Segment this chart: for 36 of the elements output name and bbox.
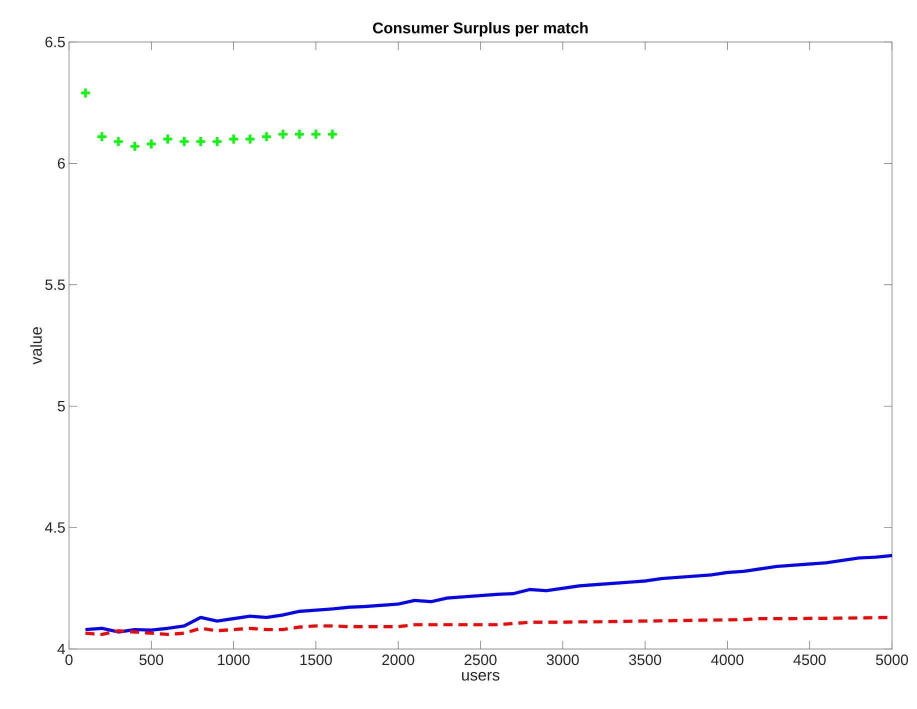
point <box>310 128 322 140</box>
x-tick-label: 5000 <box>876 654 908 666</box>
y-tick-label: 5.5 <box>45 280 65 290</box>
y-axis-title: value <box>30 327 42 364</box>
point <box>294 128 306 140</box>
point <box>80 87 92 99</box>
chart-title: Consumer Surplus per match <box>373 22 588 36</box>
point <box>228 133 240 145</box>
point <box>260 130 272 142</box>
y-tick-label: 5 <box>58 400 65 412</box>
x-tick-label: 500 <box>139 654 164 666</box>
point <box>162 133 174 145</box>
x-tick-label: 3000 <box>546 654 579 666</box>
x-tick-label: 4000 <box>711 654 744 666</box>
y-tick-label: 4.5 <box>45 522 65 533</box>
x-tick-label: 2500 <box>464 654 497 666</box>
y-tick-label: 4 <box>58 644 66 654</box>
point <box>146 138 158 150</box>
x-tick-label: 0 <box>65 654 73 666</box>
x-tick-label: 1500 <box>300 654 332 666</box>
point <box>244 133 256 145</box>
point <box>194 136 206 148</box>
x-tick-label: 2000 <box>382 654 414 666</box>
point <box>129 140 141 152</box>
point <box>326 128 338 140</box>
x-tick-label: 1000 <box>218 654 250 666</box>
point <box>178 136 190 148</box>
y-tick-label: 6.5 <box>45 36 65 48</box>
point <box>211 136 223 148</box>
x-tick-label: 4500 <box>793 654 826 666</box>
point <box>112 136 124 148</box>
x-axis-title: users <box>462 672 500 681</box>
x-tick-label: 3500 <box>629 654 662 666</box>
point <box>96 130 108 142</box>
point <box>277 128 289 140</box>
y-tick-label: 6 <box>58 158 65 169</box>
